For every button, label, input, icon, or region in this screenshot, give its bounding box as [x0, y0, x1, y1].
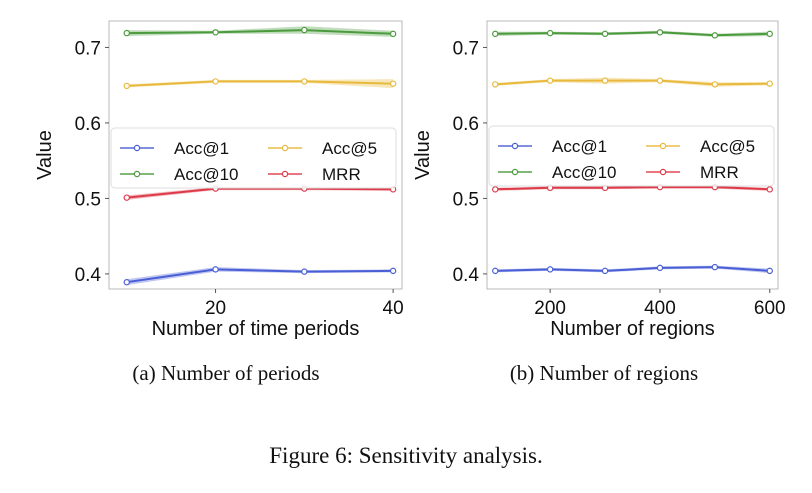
series-line — [495, 79, 770, 86]
data-point — [711, 32, 719, 39]
legend: Acc@1 Acc@5 Acc@10 MRR — [110, 127, 397, 189]
data-point — [123, 279, 130, 286]
data-point — [601, 267, 609, 275]
data-point — [711, 263, 719, 271]
y-axis-label: Value — [412, 130, 434, 180]
data-point — [123, 194, 130, 201]
data-point — [492, 30, 499, 38]
chart-regions: 200 400 600 0.4 0.5 0.6 0.7 Number of regions Va… — [412, 20, 786, 340]
data-point — [301, 268, 308, 275]
series-acc5 — [492, 77, 773, 88]
legend-label: MRR — [322, 165, 361, 184]
data-point — [546, 77, 554, 84]
legend-label: Acc@1 — [174, 139, 229, 158]
legend-item-acc1: Acc@1 — [120, 139, 229, 158]
legend-label: Acc@5 — [322, 139, 377, 158]
legend-swatch-marker — [659, 168, 667, 176]
data-point — [389, 267, 397, 275]
legend-swatch-marker — [511, 142, 519, 150]
legend-swatch-marker — [281, 170, 289, 178]
legend-swatch-marker — [133, 144, 141, 152]
data-point — [766, 80, 773, 87]
x-tick-label: 600 — [754, 298, 786, 319]
data-point — [601, 77, 609, 84]
subcaption-a: (a) Number of periods — [132, 361, 319, 385]
data-point — [492, 81, 499, 88]
x-axis-label: Number of regions — [550, 318, 715, 340]
data-point — [123, 29, 130, 37]
data-point — [212, 266, 219, 273]
y-tick-label: 0.7 — [453, 38, 479, 59]
legend-label: MRR — [700, 163, 739, 182]
legend-swatch-marker — [133, 170, 141, 178]
series-line — [126, 187, 394, 199]
data-point — [492, 186, 499, 193]
x-tick-label: 400 — [644, 298, 676, 319]
data-point — [601, 30, 609, 38]
data-point — [766, 186, 773, 193]
series-acc5 — [123, 78, 397, 90]
series-acc1 — [492, 263, 773, 275]
legend-item-acc10: Acc@10 — [120, 165, 239, 184]
data-point — [711, 81, 719, 88]
legend-label: Acc@10 — [552, 163, 617, 182]
legend-frame — [488, 125, 775, 187]
data-point — [301, 78, 308, 85]
legend-swatch-marker — [511, 168, 519, 176]
legend-swatch-marker — [281, 144, 289, 152]
series-line — [495, 186, 770, 191]
series-line — [126, 268, 394, 284]
data-point — [656, 264, 664, 272]
y-tick-label: 0.5 — [75, 189, 101, 210]
data-point — [123, 82, 130, 90]
legend-item-acc10: Acc@10 — [498, 163, 617, 182]
legend-label: Acc@1 — [552, 137, 607, 156]
data-point — [301, 26, 308, 34]
legend: Acc@1 Acc@5 Acc@10 MRR — [488, 125, 775, 187]
legend-label: Acc@10 — [174, 165, 239, 184]
x-tick-label: 20 — [205, 298, 226, 319]
legend-item-mrr: MRR — [646, 163, 739, 182]
series-line — [495, 31, 770, 37]
data-point — [656, 29, 664, 36]
series-line — [495, 266, 770, 272]
series-line — [126, 29, 394, 35]
series-acc10 — [123, 26, 397, 38]
data-point — [546, 266, 554, 273]
legend-item-mrr: MRR — [268, 165, 361, 184]
y-tick-label: 0.6 — [453, 114, 479, 135]
data-point — [546, 29, 554, 37]
y-tick-label: 0.7 — [75, 38, 101, 59]
y-tick-label: 0.6 — [75, 114, 101, 135]
legend-item-acc5: Acc@5 — [268, 139, 377, 158]
y-tick-label: 0.5 — [453, 189, 479, 210]
y-axis-label: Value — [34, 130, 56, 180]
data-point — [492, 267, 499, 275]
legend-swatch-marker — [659, 142, 667, 150]
y-tick-label: 0.4 — [453, 265, 480, 286]
legend-frame — [110, 127, 397, 189]
series-acc10 — [492, 29, 773, 39]
figure-caption: Figure 6: Sensitivity analysis. — [269, 443, 542, 468]
data-point — [766, 30, 773, 38]
legend-item-acc5: Acc@5 — [646, 137, 755, 156]
legend-label: Acc@5 — [700, 137, 755, 156]
data-point — [212, 29, 219, 36]
chart-periods: 20 40 0.4 0.5 0.6 0.7 Number of time periods Va… — [34, 20, 404, 340]
series-acc1 — [123, 266, 397, 286]
x-tick-label: 200 — [534, 298, 566, 319]
x-tick-label: 40 — [383, 298, 404, 319]
y-tick-label: 0.4 — [75, 265, 102, 286]
data-point — [656, 77, 664, 84]
legend-item-acc1: Acc@1 — [498, 137, 607, 156]
data-point — [389, 80, 397, 87]
data-point — [389, 30, 397, 38]
data-point — [212, 78, 219, 85]
data-point — [766, 267, 773, 275]
series-line — [126, 80, 394, 87]
subcaption-b: (b) Number of regions — [510, 361, 698, 385]
x-axis-label: Number of time periods — [152, 318, 360, 340]
